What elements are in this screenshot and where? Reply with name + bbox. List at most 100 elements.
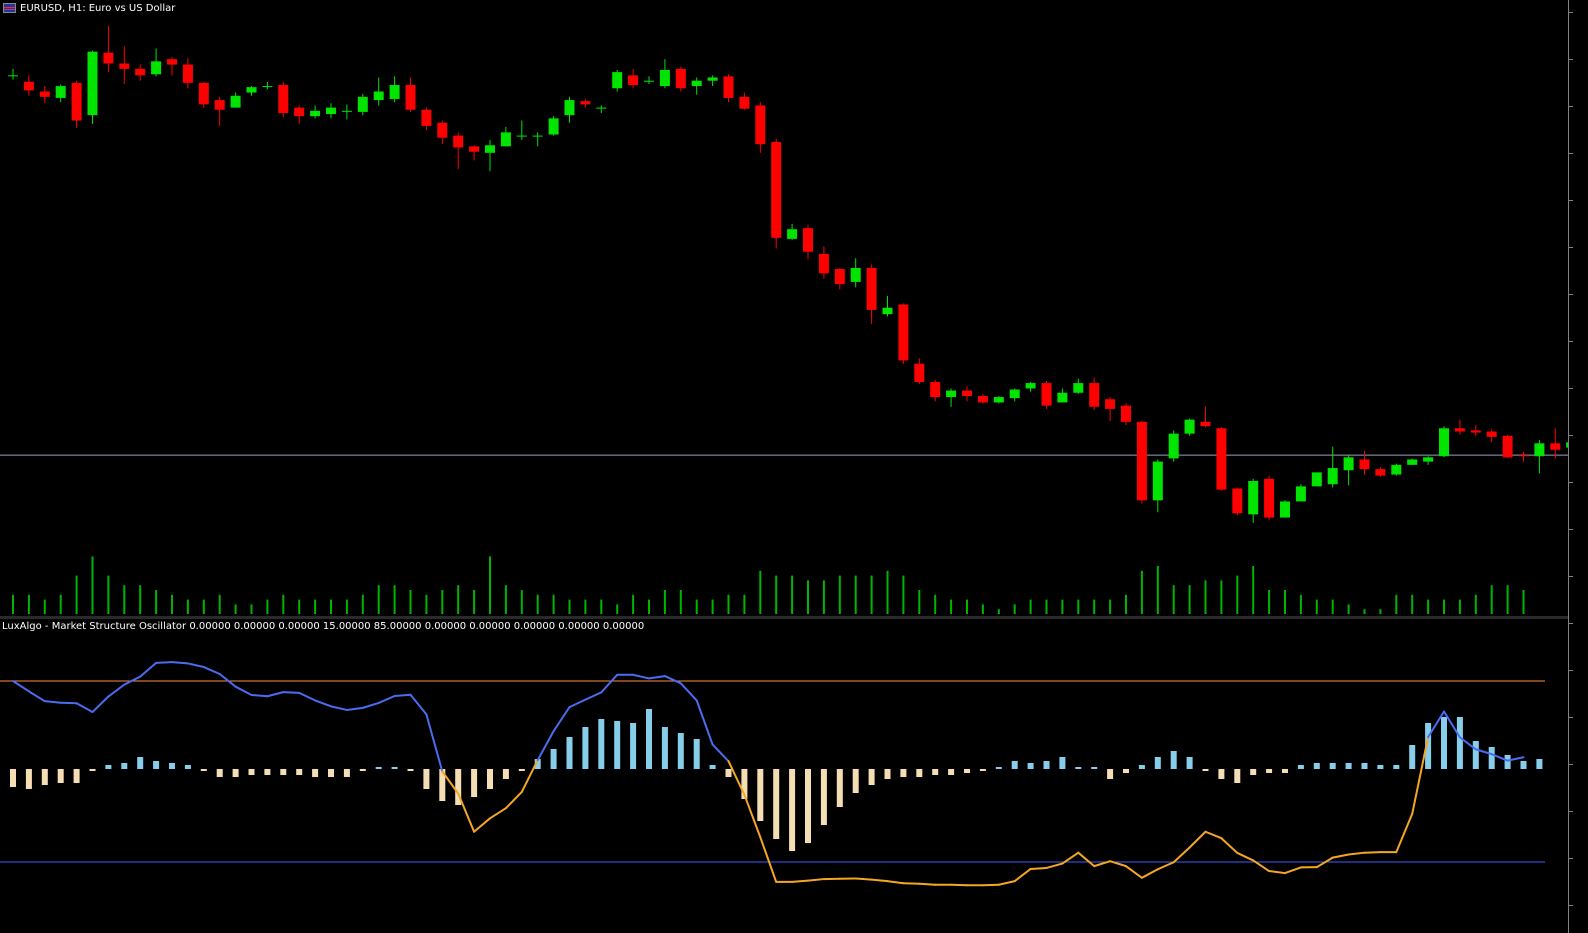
oscillator-segment [1061, 851, 1080, 865]
candle-body [580, 101, 591, 105]
histogram-bar [121, 763, 128, 769]
histogram-bar [948, 769, 955, 775]
histogram-bar [1027, 763, 1034, 769]
oscillator-segment [536, 730, 555, 762]
oscillator-segment [1284, 866, 1302, 875]
oscillator-segment [870, 878, 889, 883]
histogram-bar [1313, 763, 1320, 769]
histogram-bar [1075, 767, 1082, 769]
oscillator-segment [1029, 866, 1048, 870]
oscillator-segment [759, 836, 778, 883]
histogram-bar [836, 769, 843, 807]
oscillator-segment [1331, 853, 1350, 859]
histogram-bar [1441, 717, 1447, 769]
scale-tick [1569, 435, 1573, 436]
histogram-bar [1043, 761, 1050, 769]
candle-body [103, 52, 114, 64]
oscillator-segment [1490, 753, 1509, 762]
candle-body [691, 80, 702, 87]
candle-body [771, 142, 782, 238]
price-scale[interactable] [1568, 0, 1588, 933]
candle-body [628, 75, 639, 86]
candle-body [341, 110, 352, 112]
price-panel[interactable] [0, 0, 1568, 616]
oscillator-segment [520, 759, 539, 793]
scale-tick [1569, 811, 1573, 812]
candle-body [1025, 383, 1036, 389]
histogram-bar [1218, 769, 1225, 779]
oscillator-segment [632, 673, 650, 680]
histogram-bar [1393, 765, 1400, 769]
candle-body [1248, 480, 1259, 515]
candle-body [1486, 431, 1497, 437]
candle-body [1518, 455, 1529, 457]
histogram-bar [423, 769, 430, 789]
candle-body [246, 87, 257, 93]
histogram-bar [1011, 761, 1018, 769]
oscillator-segment [1109, 860, 1127, 868]
candle-body [119, 63, 130, 69]
histogram-bar [693, 739, 700, 769]
histogram-bar [995, 767, 1002, 769]
oscillator-segment [1411, 736, 1430, 815]
candle-body [818, 253, 829, 274]
scale-tick [1569, 529, 1573, 530]
oscillator-segment [425, 713, 444, 773]
scale-tick [1569, 12, 1573, 13]
histogram-bar [1186, 757, 1193, 769]
scale-tick [1569, 576, 1573, 577]
histogram-bar [57, 769, 64, 783]
histogram-bar [296, 769, 303, 775]
candle-body [294, 107, 305, 117]
histogram-bar [964, 769, 970, 773]
indicator-title: LuxAlgo - Market Structure Oscillator 0.… [2, 621, 645, 632]
candle-body [1327, 468, 1338, 485]
oscillator-segment [1395, 812, 1414, 854]
scale-tick [1569, 905, 1573, 906]
candle-body [1184, 419, 1195, 434]
histogram-bar [1123, 769, 1129, 773]
candle-body [1216, 428, 1227, 490]
histogram-bar [10, 769, 16, 787]
candle-body [1168, 433, 1179, 459]
oscillator-segment [648, 675, 666, 680]
histogram-bar [1536, 759, 1543, 769]
oscillator-segment [711, 743, 730, 763]
oscillator-segment [981, 883, 1000, 887]
candle-body [55, 86, 66, 98]
oscillator-segment [266, 691, 285, 698]
candle-body [723, 76, 734, 98]
candle-body [230, 95, 241, 108]
histogram-bar [1234, 769, 1241, 783]
candle-body [564, 100, 575, 116]
histogram-bar [820, 769, 827, 825]
price-chart[interactable] [0, 0, 1568, 616]
candle-body [787, 229, 798, 239]
histogram-bar [216, 769, 223, 777]
candle-body [71, 82, 82, 121]
oscillator-segment [902, 882, 921, 885]
oscillator-segment [568, 698, 587, 709]
histogram-bar [1297, 765, 1304, 769]
histogram-bar [73, 769, 80, 783]
oscillator-segment [489, 807, 507, 820]
candle-body [87, 51, 98, 116]
histogram-bar [1107, 769, 1114, 779]
histogram-bar [614, 721, 621, 769]
oscillator-segment [584, 691, 603, 701]
candle-body [1295, 486, 1306, 502]
oscillator-panel[interactable] [0, 619, 1568, 933]
histogram-bar [550, 749, 557, 769]
oscillator-chart[interactable] [0, 619, 1568, 933]
candle-body [1009, 389, 1020, 399]
candle-body [1502, 435, 1513, 458]
scale-tick [1569, 858, 1573, 859]
candle-body [198, 82, 209, 105]
panel-divider[interactable] [0, 616, 1568, 619]
scale-tick [1569, 247, 1573, 248]
candle-body [516, 135, 527, 137]
oscillator-segment [997, 880, 1016, 886]
oscillator-segment [1188, 830, 1207, 849]
candle-body [405, 85, 416, 110]
